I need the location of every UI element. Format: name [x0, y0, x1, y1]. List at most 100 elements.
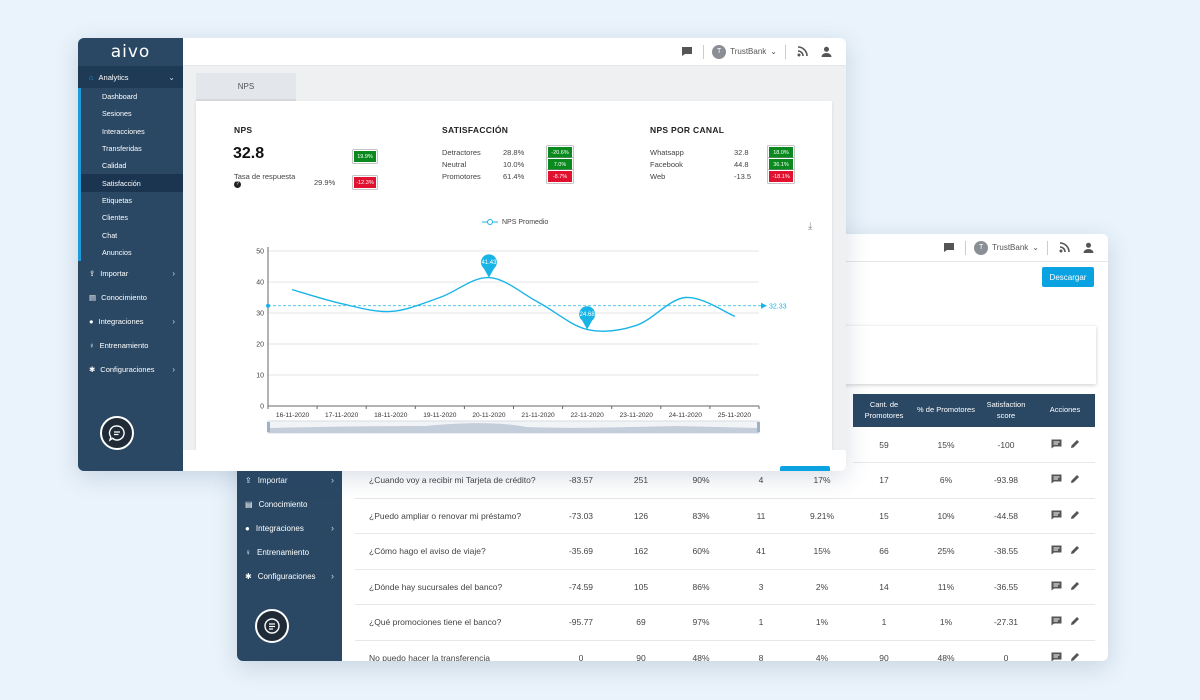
nav-label: Conocimiento	[101, 293, 147, 303]
front-window: aivo ⌂ Analytics ⌄ Dashboard Sesiones In…	[78, 38, 846, 471]
sidebar-item-dashboard[interactable]: Dashboard	[102, 92, 138, 102]
series-point	[439, 296, 441, 299]
nav-label: Integraciones	[255, 523, 304, 533]
chat-icon	[264, 618, 280, 634]
header-satisfaction-score: Satisfaction score	[977, 394, 1035, 427]
table-cell: 14	[853, 569, 915, 605]
back-nav-importar[interactable]: ⇪ Importar ›	[237, 468, 342, 492]
chat-bubbles-icon: ●	[245, 523, 250, 533]
chevron-down-icon: ⌄	[1032, 243, 1039, 252]
table-cell: 126	[611, 498, 671, 534]
nav-label: Integraciones	[98, 317, 144, 327]
sidebar-item-sesiones[interactable]: Sesiones	[102, 109, 132, 119]
zoom-handle-left	[267, 422, 270, 432]
chatbot-launcher-button[interactable]	[255, 609, 289, 643]
edit-icon[interactable]	[1070, 510, 1080, 522]
rate-value: 29.9%	[314, 178, 336, 187]
divider	[785, 44, 786, 59]
user-icon[interactable]	[1080, 240, 1096, 256]
table-row: No puedo hacer la transferencia 0 90 48% 8 4%…	[355, 640, 1095, 661]
table-cell: -27.31	[977, 604, 1035, 641]
chart-legend[interactable]: NPS Promedio	[482, 218, 548, 226]
partial-button[interactable]	[780, 466, 830, 471]
edit-icon[interactable]	[1070, 616, 1080, 628]
sidebar-item-chat[interactable]: Chat	[102, 230, 118, 240]
table-cell: 66	[853, 533, 915, 570]
back-nav-conocimiento[interactable]: ▤ Conocimiento	[237, 492, 342, 516]
x-tick-label: 18-11-2020	[374, 412, 408, 419]
table-row: ¿Qué promociones tiene el banco? -95.77 69…	[355, 604, 1095, 641]
series-point	[635, 324, 637, 326]
comment-icon[interactable]	[1051, 510, 1062, 522]
nav-entrenamiento[interactable]: ♀ Entrenamiento	[78, 335, 183, 357]
comment-icon[interactable]	[1051, 439, 1062, 451]
comment-icon[interactable]	[1051, 581, 1062, 593]
back-nav-entrenamiento[interactable]: ♀ Entrenamiento	[237, 540, 342, 564]
question-cell: ¿Puedo ampliar o renovar mi préstamo?	[355, 498, 551, 534]
nav-analytics[interactable]: ⌂ Analytics ⌄	[78, 66, 183, 88]
sidebar-item-clientes[interactable]: Clientes	[102, 213, 128, 223]
comment-icon[interactable]	[1051, 545, 1062, 557]
table-cell: 4%	[791, 640, 853, 661]
rss-icon[interactable]	[1056, 240, 1072, 256]
sidebar-item-etiquetas[interactable]: Etiquetas	[102, 195, 132, 205]
edit-icon[interactable]	[1070, 581, 1080, 593]
chevron-down-icon: ⌄	[770, 47, 777, 56]
back-nav-configuraciones[interactable]: ✱ Configuraciones ›	[237, 564, 342, 588]
x-tick-label: 24-11-2020	[669, 412, 703, 419]
chatbot-launcher-button[interactable]	[100, 416, 134, 450]
nps-value: 32.8	[233, 145, 265, 162]
upload-icon: ⇪	[245, 475, 252, 485]
nav-configuraciones[interactable]: ✱ Configuraciones ›	[78, 359, 183, 381]
download-chart-icon[interactable]: ⤓	[808, 221, 813, 232]
question-cell: No puedo hacer la transferencia	[355, 640, 551, 661]
aivo-logo: aivo	[110, 42, 151, 62]
canal-title: NPS POR CANAL	[650, 125, 725, 135]
sidebar-item-calidad[interactable]: Calidad	[102, 161, 127, 171]
user-icon[interactable]	[818, 44, 834, 60]
download-button[interactable]: Descargar	[1042, 267, 1094, 287]
table-cell: 1	[731, 604, 791, 641]
comment-icon[interactable]	[1051, 616, 1062, 628]
nps-title: NPS	[234, 125, 253, 135]
comment-icon[interactable]	[1051, 474, 1062, 486]
nav-label: Entrenamiento	[99, 341, 149, 351]
sat-delta-badge: -20.6%	[547, 146, 573, 159]
back-nav-integraciones[interactable]: ● Integraciones ›	[237, 516, 342, 540]
table-cell: -95.77	[551, 604, 611, 641]
table-cell: 10%	[915, 498, 977, 534]
sidebar-item-interacciones[interactable]: Interacciones	[102, 126, 145, 136]
max-point-pin	[480, 254, 497, 278]
edit-icon[interactable]	[1070, 652, 1080, 661]
nav-label: Configuraciones	[100, 365, 155, 375]
x-tick-label: 25-11-2020	[718, 412, 752, 419]
message-icon[interactable]	[941, 240, 957, 256]
edit-icon[interactable]	[1070, 545, 1080, 557]
nav-conocimiento[interactable]: ▤ Conocimiento	[78, 287, 183, 309]
help-icon[interactable]: ?	[234, 181, 241, 188]
account-selector[interactable]: T TrustBank ⌄	[974, 240, 1039, 255]
sidebar-item-transferidas[interactable]: Transferidas	[102, 144, 142, 154]
back-nav: ⇪ Importar › ▤ Conocimiento ● Integracio…	[237, 468, 342, 588]
book-icon: ▤	[245, 499, 253, 509]
sidebar-item-anuncios[interactable]: Anuncios	[102, 247, 132, 257]
bottom-strip	[183, 450, 846, 471]
rss-icon[interactable]	[794, 44, 810, 60]
table-header-row: Cant. de Promotores % de Promotores Sati…	[355, 394, 1095, 427]
message-icon[interactable]	[679, 44, 695, 60]
edit-icon[interactable]	[1070, 474, 1080, 486]
chevron-right-icon: ›	[172, 317, 175, 327]
table-cell: -93.98	[977, 462, 1035, 499]
divider	[965, 240, 967, 255]
account-selector[interactable]: T TrustBank ⌄	[712, 44, 777, 59]
canal-delta-badge: -18.1%	[768, 170, 794, 183]
nav-integraciones[interactable]: ● Integraciones ›	[78, 311, 183, 333]
sidebar-item-satisfaccion[interactable]: Satisfacción	[81, 174, 183, 192]
series-point	[537, 301, 539, 303]
table-cell: 0	[551, 640, 611, 661]
table-cell: 97%	[671, 604, 731, 641]
tab-nps[interactable]: NPS	[196, 73, 296, 101]
nav-importar[interactable]: ⇪ Importar ›	[78, 263, 183, 285]
comment-icon[interactable]	[1051, 652, 1062, 661]
edit-icon[interactable]	[1070, 439, 1080, 451]
